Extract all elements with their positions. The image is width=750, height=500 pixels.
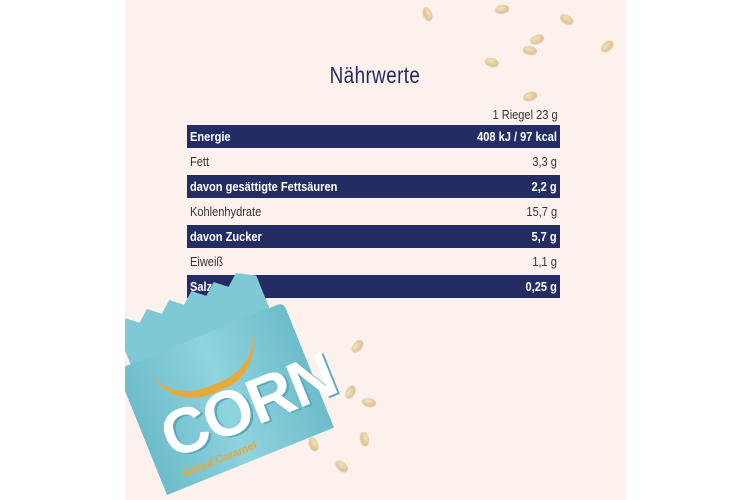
row-value: 5,7 g [531, 229, 557, 244]
oat-flake [421, 6, 435, 22]
row-value: 1,1 g [532, 254, 557, 269]
row-value: 0,25 g [525, 279, 557, 294]
row-label: davon Zucker [190, 229, 262, 244]
row-label: Salz [190, 279, 213, 294]
oat-flake [349, 338, 365, 354]
oat-flake [343, 383, 357, 401]
oat-flake [307, 436, 321, 452]
serving-header: 1 Riegel 23 g [492, 107, 558, 122]
table-row: Fett 3,3 g [187, 150, 560, 173]
table-row: Kohlenhydrate 15,7 g [187, 200, 560, 223]
row-value: 15,7 g [526, 204, 557, 219]
oat-flake [599, 38, 615, 54]
row-label: davon gesättigte Fettsäuren [190, 179, 338, 194]
table-row: davon Zucker 5,7 g [187, 225, 560, 248]
table-row: davon gesättigte Fettsäuren 2,2 g [187, 175, 560, 198]
nutrition-table: Energie 408 kJ / 97 kcal Fett 3,3 g davon … [187, 125, 560, 300]
row-label: Energie [190, 129, 231, 144]
oat-flake [494, 3, 510, 15]
oat-flake [522, 44, 538, 56]
table-row: Eiweiß 1,1 g [187, 250, 560, 273]
row-label: Kohlenhydrate [190, 204, 262, 219]
oat-flake [334, 458, 350, 474]
row-label: Fett [190, 154, 210, 169]
row-label: Eiweiß [190, 254, 224, 269]
row-value: 408 kJ / 97 kcal [477, 129, 557, 144]
product-image-panel: Nährwerte 1 Riegel 23 g Energie 408 kJ / … [125, 0, 625, 500]
oat-flake [529, 32, 545, 46]
table-row: Salz 0,25 g [187, 275, 560, 298]
page-title: Nährwerte [329, 62, 421, 88]
row-value: 2,2 g [531, 179, 557, 194]
oat-flake [522, 90, 538, 102]
table-row: Energie 408 kJ / 97 kcal [187, 125, 560, 148]
oat-flake [558, 12, 576, 26]
oat-flake [361, 396, 377, 408]
oat-flake [359, 431, 371, 447]
row-value: 3,3 g [532, 154, 557, 169]
